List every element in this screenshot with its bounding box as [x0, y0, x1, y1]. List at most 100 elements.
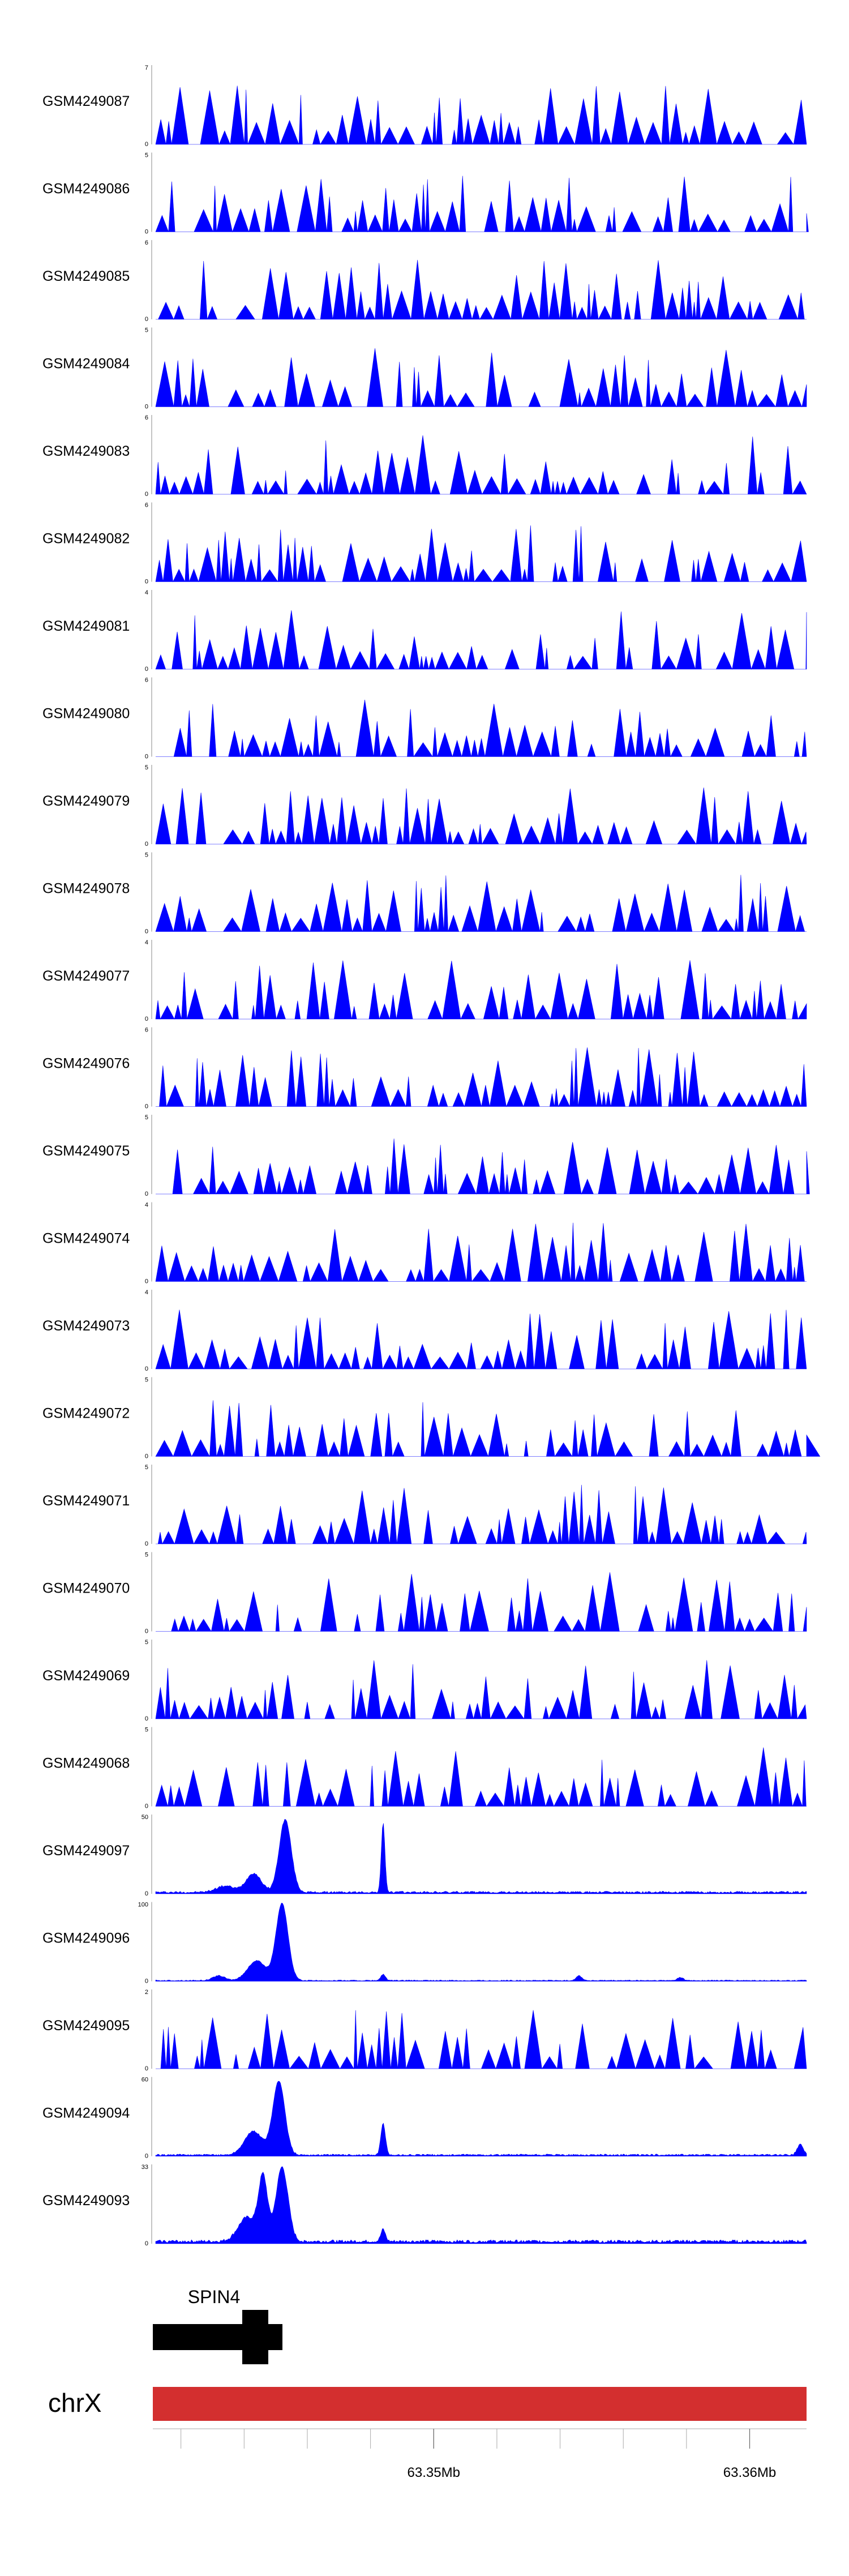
coverage-track: GSM4249097 50 0 [42, 1814, 807, 1897]
y-min-label: 0 [145, 1803, 148, 1810]
y-max-label: 60 [142, 2077, 148, 2083]
coverage-track: GSM4249079 5 0 [42, 764, 807, 848]
coverage-area[interactable] [156, 2010, 807, 2070]
coverage-track: GSM4249070 5 0 [42, 1552, 807, 1635]
coverage-area[interactable] [156, 699, 807, 758]
track-label: GSM4249071 [42, 1493, 130, 1509]
y-min-label: 0 [145, 1278, 148, 1285]
coverage-area[interactable] [155, 1400, 821, 1457]
coverage-area[interactable] [155, 85, 807, 146]
coverage-area[interactable] [156, 1572, 807, 1632]
y-max-label: 7 [145, 65, 148, 71]
coverage-area[interactable] [155, 875, 807, 932]
track-label: GSM4249074 [42, 1231, 130, 1247]
coverage-track: GSM4249077 4 0 [42, 939, 807, 1022]
y-max-label: 4 [145, 1289, 148, 1296]
coverage-area[interactable] [155, 1222, 807, 1282]
coverage-track: GSM4249081 4 0 [42, 589, 807, 673]
coverage-track: GSM4249071 5 0 [42, 1464, 807, 1547]
chromosome-ideogram-bar[interactable] [153, 2387, 807, 2421]
coverage-area[interactable] [156, 260, 807, 320]
y-min-label: 0 [145, 404, 148, 410]
y-max-label: 6 [145, 502, 148, 509]
coverage-area[interactable] [155, 788, 807, 845]
y-max-label: 50 [142, 1814, 148, 1821]
coverage-track: GSM4249083 6 0 [42, 414, 807, 498]
track-label: GSM4249095 [42, 2018, 130, 2034]
y-min-label: 0 [145, 1541, 148, 1547]
coverage-area[interactable] [155, 2166, 807, 2244]
coverage-track: GSM4249095 2 0 [42, 1989, 807, 2072]
coverage-tracks: GSM424908770GSM424908650GSM424908560GSM4… [42, 65, 821, 2247]
coverage-track: GSM4249082 6 0 [42, 502, 807, 585]
y-min-label: 0 [145, 841, 148, 848]
y-max-label: 6 [145, 414, 148, 421]
y-max-label: 33 [142, 2164, 148, 2171]
axis-tick-label: 63.35Mb [408, 2465, 460, 2480]
track-label: GSM4249081 [42, 618, 130, 634]
y-min-label: 0 [145, 2240, 148, 2247]
coverage-track: GSM4249085 6 0 [42, 239, 807, 323]
track-label: GSM4249085 [42, 268, 130, 284]
chromosome-label: chrX [48, 2388, 102, 2417]
y-min-label: 0 [145, 1890, 148, 1897]
coverage-area[interactable] [156, 1484, 807, 1545]
track-label: GSM4249079 [42, 793, 130, 809]
y-max-label: 5 [145, 852, 148, 859]
coverage-track: GSM4249073 4 0 [42, 1289, 807, 1372]
gene-track: SPIN4 [153, 2287, 282, 2364]
coverage-area[interactable] [156, 1139, 810, 1195]
y-max-label: 5 [145, 1114, 148, 1121]
track-label: GSM4249093 [42, 2193, 130, 2209]
y-max-label: 6 [145, 1027, 148, 1034]
coverage-area[interactable] [155, 1902, 807, 1982]
y-max-label: 5 [145, 764, 148, 771]
track-label: GSM4249078 [42, 881, 130, 897]
coverage-area[interactable] [155, 1310, 807, 1370]
y-max-label: 4 [145, 589, 148, 596]
chromosome-track: chrX [48, 2387, 807, 2421]
gene-name-label: SPIN4 [188, 2287, 240, 2307]
y-max-label: 2 [145, 1989, 148, 1996]
coverage-area[interactable] [155, 1660, 807, 1720]
y-max-label: 5 [145, 152, 148, 159]
coverage-track: GSM4249084 5 0 [42, 327, 807, 410]
y-max-label: 6 [145, 677, 148, 684]
coverage-area[interactable] [155, 435, 807, 495]
gene-cds-block[interactable] [242, 2310, 268, 2364]
coverage-area[interactable] [155, 348, 807, 408]
track-label: GSM4249084 [42, 356, 130, 372]
y-min-label: 0 [145, 2153, 148, 2160]
coverage-track: GSM4249068 5 0 [42, 1727, 807, 1810]
coverage-area[interactable] [155, 610, 807, 670]
y-min-label: 0 [145, 229, 148, 236]
y-min-label: 0 [145, 928, 148, 935]
coverage-area[interactable] [155, 960, 807, 1020]
track-label: GSM4249083 [42, 443, 130, 459]
coverage-track: GSM4249072 5 0 [42, 1377, 821, 1460]
y-min-label: 0 [145, 1715, 148, 1722]
track-label: GSM4249075 [42, 1143, 130, 1159]
coverage-track: GSM4249076 6 0 [42, 1027, 807, 1110]
coverage-area[interactable] [155, 525, 807, 583]
coverage-area[interactable] [155, 176, 809, 233]
y-max-label: 100 [138, 1902, 148, 1909]
y-max-label: 4 [145, 939, 148, 946]
coverage-track: GSM4249074 4 0 [42, 1202, 807, 1285]
coverage-area[interactable] [156, 1047, 807, 1107]
track-label: GSM4249096 [42, 1931, 130, 1946]
y-min-label: 0 [145, 579, 148, 585]
y-max-label: 5 [145, 1727, 148, 1734]
y-min-label: 0 [145, 1453, 148, 1460]
coverage-track: GSM4249086 5 0 [42, 152, 809, 236]
coverage-area[interactable] [155, 2081, 807, 2156]
coverage-area[interactable] [155, 1818, 807, 1894]
y-min-label: 0 [145, 2065, 148, 2072]
y-min-label: 0 [145, 1016, 148, 1022]
track-label: GSM4249094 [42, 2106, 130, 2121]
coverage-area[interactable] [155, 1747, 807, 1807]
coverage-track: GSM4249075 5 0 [42, 1114, 810, 1197]
y-min-label: 0 [145, 1191, 148, 1197]
track-label: GSM4249069 [42, 1668, 130, 1684]
y-max-label: 5 [145, 327, 148, 334]
